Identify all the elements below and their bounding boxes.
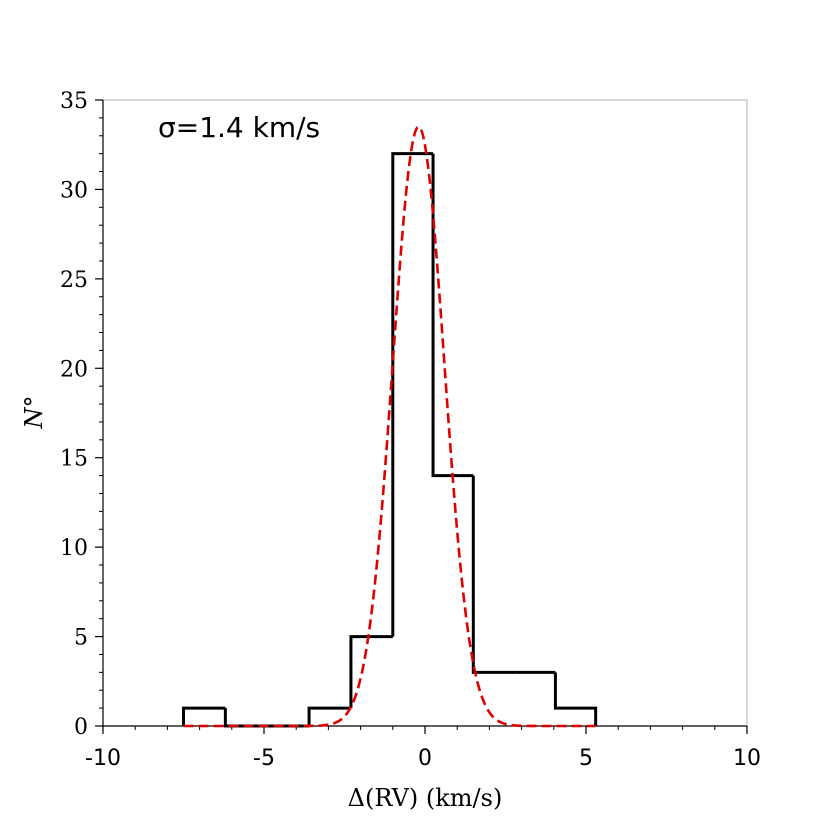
histogram-bin bbox=[471, 475, 516, 674]
x-tick-label: -10 bbox=[85, 746, 121, 771]
histogram-bin bbox=[553, 672, 598, 726]
gaussian-fit-line bbox=[183, 125, 596, 728]
x-tick-label: -5 bbox=[253, 746, 275, 771]
x-tick-label: 10 bbox=[733, 746, 761, 771]
y-tick-label: 10 bbox=[60, 536, 88, 561]
histogram-bin bbox=[431, 153, 474, 478]
histogram-bin bbox=[307, 706, 351, 726]
x-axis-label: Δ(RV) (km/s) bbox=[348, 784, 503, 812]
histogram-bin bbox=[182, 706, 226, 726]
y-tick-label: 20 bbox=[60, 357, 88, 382]
y-tick-label: 0 bbox=[74, 715, 88, 740]
x-tick-label: 5 bbox=[579, 746, 593, 771]
plot-border bbox=[102, 99, 748, 727]
x-tick-label: 0 bbox=[418, 746, 432, 771]
x-axis: -10 -5 0 5 10 bbox=[85, 726, 761, 771]
y-tick-label: 15 bbox=[60, 447, 88, 472]
y-tick-label: 5 bbox=[74, 626, 88, 651]
y-axis: 0 5 10 15 20 25 30 35 bbox=[60, 89, 103, 740]
series-layer bbox=[182, 125, 598, 728]
y-tick-label: 25 bbox=[60, 268, 88, 293]
histogram-bin bbox=[391, 152, 434, 637]
y-tick-label: 35 bbox=[60, 89, 88, 114]
sigma-annotation: σ=1.4 km/s bbox=[158, 111, 320, 144]
y-axis-label: N° bbox=[20, 396, 48, 430]
y-tick-label: 30 bbox=[60, 178, 88, 203]
histogram-bin bbox=[223, 708, 268, 728]
histogram-bin bbox=[349, 635, 393, 709]
plot-frame bbox=[102, 99, 748, 727]
